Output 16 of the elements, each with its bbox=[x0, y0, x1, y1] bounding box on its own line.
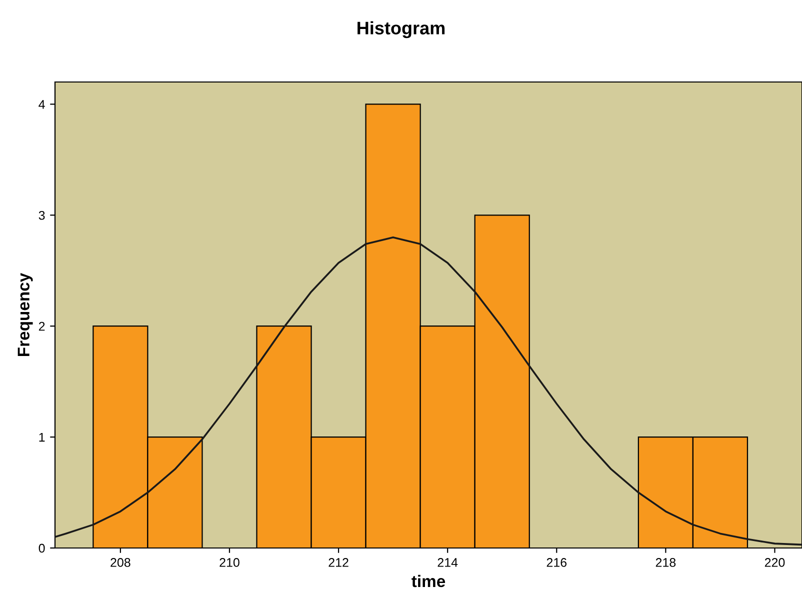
y-axis-title: Frequency bbox=[18, 272, 33, 356]
x-tick-label: 212 bbox=[328, 558, 348, 567]
y-tick-label: 3 bbox=[38, 210, 45, 220]
chart-title: Histogram bbox=[358, 21, 445, 38]
y-tick-label: 2 bbox=[38, 322, 45, 331]
x-tick-label: 214 bbox=[438, 558, 458, 567]
y-tick-label: 4 bbox=[38, 100, 45, 109]
x-axis-title: time bbox=[412, 574, 446, 588]
x-tick-label: 218 bbox=[656, 558, 676, 567]
x-tick-label: 216 bbox=[546, 558, 567, 567]
x-tick-label: 210 bbox=[220, 558, 240, 567]
y-tick-label: 1 bbox=[39, 432, 45, 442]
y-tick-label: 0 bbox=[38, 544, 45, 553]
x-tick-label: 220 bbox=[764, 558, 785, 567]
line-series bbox=[55, 236, 802, 546]
x-tick-label: 208 bbox=[110, 558, 130, 567]
